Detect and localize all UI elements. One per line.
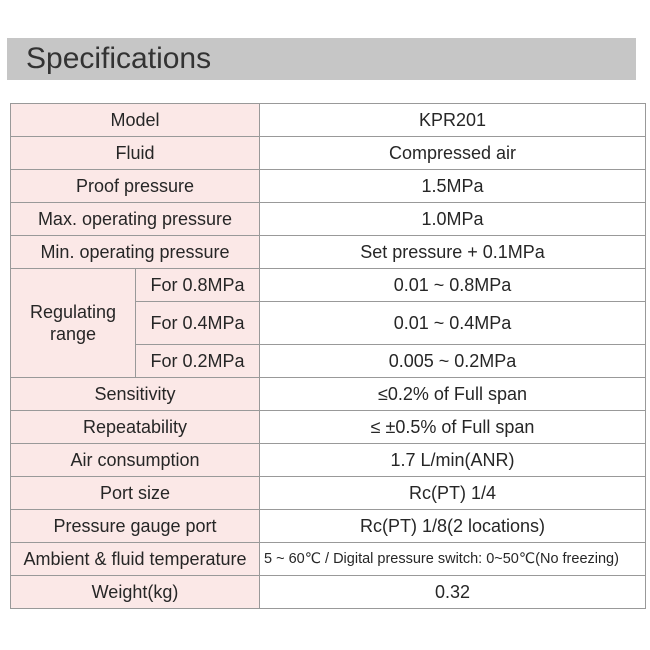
spec-sublabel-for-02mpa: For 0.2MPa [135,344,260,378]
spec-row-sensitivity: Sensitivity ≤0.2% of Full span [10,377,646,411]
spec-value-max-operating-pressure: 1.0MPa [259,202,646,236]
spec-sublabel-for-04mpa: For 0.4MPa [135,301,260,345]
spec-row-fluid: Fluid Compressed air [10,136,646,170]
spec-value-range-02mpa: 0.005 ~ 0.2MPa [259,344,646,378]
spec-row-max-operating-pressure: Max. operating pressure 1.0MPa [10,202,646,236]
spec-row-regulating-04mpa: For 0.4MPa 0.01 ~ 0.4MPa [11,301,646,345]
spec-value-weight: 0.32 [259,575,646,609]
spec-label-repeatability: Repeatability [10,410,260,444]
spec-value-sensitivity: ≤0.2% of Full span [259,377,646,411]
spec-row-pressure-gauge-port: Pressure gauge port Rc(PT) 1/8(2 locatio… [10,509,646,543]
spec-value-model: KPR201 [259,103,646,137]
spec-row-ambient-fluid-temperature: Ambient & fluid temperature 5 ~ 60℃ / Di… [10,542,646,576]
spec-label-min-operating-pressure: Min. operating pressure [10,235,260,269]
spec-row-model: Model KPR201 [10,103,646,137]
spec-value-ambient-fluid-temperature: 5 ~ 60℃ / Digital pressure switch: 0~50℃… [259,542,646,576]
spec-label-port-size: Port size [10,476,260,510]
spec-row-regulating-02mpa: For 0.2MPa 0.005 ~ 0.2MPa [11,344,646,378]
spec-label-regulating-range-group: Regulating range [10,268,136,378]
spec-label-ambient-fluid-temperature: Ambient & fluid temperature [10,542,260,576]
spec-row-air-consumption: Air consumption 1.7 L/min(ANR) [10,443,646,477]
spec-label-sensitivity: Sensitivity [10,377,260,411]
spec-label-max-operating-pressure: Max. operating pressure [10,202,260,236]
spec-row-min-operating-pressure: Min. operating pressure Set pressure + 0… [10,235,646,269]
section-title: Specifications [26,42,212,75]
spec-label-fluid: Fluid [10,136,260,170]
spec-value-air-consumption: 1.7 L/min(ANR) [259,443,646,477]
spec-value-pressure-gauge-port: Rc(PT) 1/8(2 locations) [259,509,646,543]
spec-value-repeatability: ≤ ±0.5% of Full span [259,410,646,444]
spec-label-model: Model [10,103,260,137]
spec-value-proof-pressure: 1.5MPa [259,169,646,203]
spec-row-regulating-08mpa: Regulating range For 0.8MPa 0.01 ~ 0.8MP… [10,268,646,378]
spec-sublabel-for-08mpa: For 0.8MPa [135,268,260,302]
spec-value-fluid: Compressed air [259,136,646,170]
specifications-table: Model KPR201 Fluid Compressed air Proof … [10,103,646,609]
spec-value-min-operating-pressure: Set pressure + 0.1MPa [259,235,646,269]
spec-row-proof-pressure: Proof pressure 1.5MPa [10,169,646,203]
spec-label-air-consumption: Air consumption [10,443,260,477]
spec-row-repeatability: Repeatability ≤ ±0.5% of Full span [10,410,646,444]
section-title-bar: Specifications [7,38,636,80]
spec-value-range-04mpa: 0.01 ~ 0.4MPa [259,301,646,345]
spec-label-proof-pressure: Proof pressure [10,169,260,203]
spec-value-range-08mpa: 0.01 ~ 0.8MPa [259,268,646,302]
spec-label-pressure-gauge-port: Pressure gauge port [10,509,260,543]
spec-row-port-size: Port size Rc(PT) 1/4 [10,476,646,510]
spec-value-port-size: Rc(PT) 1/4 [259,476,646,510]
spec-row-weight: Weight(kg) 0.32 [10,575,646,609]
spec-label-weight: Weight(kg) [10,575,260,609]
